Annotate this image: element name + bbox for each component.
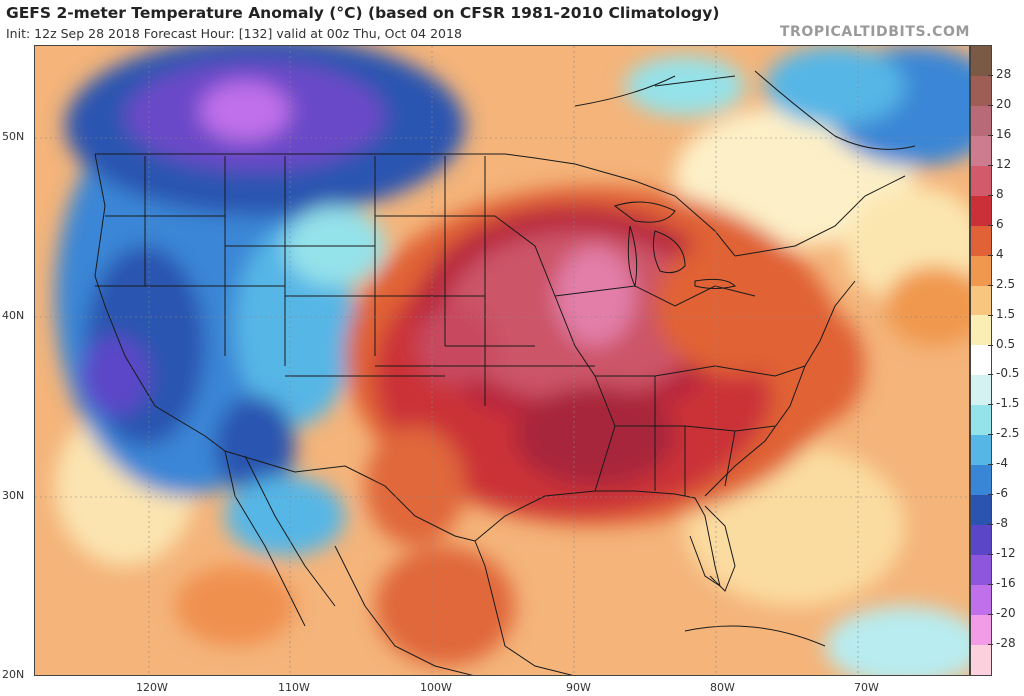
lon-label-70w: 70W	[854, 681, 879, 694]
lat-label-30n: 30N	[2, 489, 25, 502]
colorbar-segment	[971, 135, 991, 166]
lat-label-20n: 20N	[2, 668, 25, 681]
lon-label-120w: 120W	[136, 681, 168, 694]
colorbar-tick-label: -16	[996, 576, 1016, 591]
forecast-info: Init: 12z Sep 28 2018 Forecast Hour: [13…	[6, 26, 462, 41]
colorbar-tick-label: -12	[996, 546, 1016, 561]
lon-label-90w: 90W	[566, 681, 591, 694]
colorbar	[970, 45, 992, 676]
colorbar-segment	[971, 255, 991, 286]
lat-label-50n: 50N	[2, 130, 25, 143]
colorbar-segment	[971, 644, 991, 675]
colorbar-tick	[988, 254, 993, 256]
colorbar-segment	[971, 315, 991, 346]
colorbar-tick	[988, 314, 993, 316]
colorbar-segment	[971, 375, 991, 406]
colorbar-tick	[988, 524, 993, 526]
colorbar-tick-label: -1.5	[996, 396, 1020, 411]
temperature-anomaly-map	[34, 45, 970, 676]
colorbar-tick	[988, 164, 993, 166]
lon-label-110w: 110W	[278, 681, 310, 694]
colorbar-tick	[988, 224, 993, 226]
graticule	[35, 46, 969, 675]
colorbar-tick	[988, 644, 993, 646]
colorbar-segment	[971, 225, 991, 256]
colorbar-tick-label: 0.5	[996, 336, 1016, 351]
brand-watermark: TROPICALTIDBITS.COM	[779, 24, 970, 40]
colorbar-tick-label: 2.5	[996, 276, 1016, 291]
colorbar-segment	[971, 584, 991, 615]
colorbar-segment	[971, 405, 991, 436]
colorbar-tick-label: -28	[996, 636, 1016, 651]
map-canvas	[35, 46, 969, 675]
colorbar-segment	[971, 495, 991, 525]
colorbar-segment	[971, 46, 991, 76]
colorbar-tick-label: -6	[996, 486, 1008, 501]
colorbar-tick-label: -0.5	[996, 366, 1020, 381]
colorbar-tick	[988, 554, 993, 556]
political-boundaries	[94, 70, 916, 675]
colorbar-segment	[971, 614, 991, 645]
colorbar-tick	[988, 374, 993, 376]
colorbar-tick	[988, 284, 993, 286]
colorbar-tick	[988, 404, 993, 406]
colorbar-tick-label: -20	[996, 606, 1016, 621]
colorbar-segment	[971, 285, 991, 316]
colorbar-segment	[971, 105, 991, 136]
colorbar-tick-label: 1.5	[996, 306, 1016, 321]
colorbar-tick	[988, 74, 993, 76]
lon-label-100w: 100W	[420, 681, 452, 694]
colorbar-tick	[988, 494, 993, 496]
colorbar-segment	[971, 165, 991, 196]
colorbar-tick-label: 12	[996, 156, 1012, 171]
map-title: GEFS 2-meter Temperature Anomaly (°C) (b…	[6, 4, 720, 22]
colorbar-tick	[988, 434, 993, 436]
colorbar-tick-label: 4	[996, 246, 1004, 261]
colorbar-segment	[971, 525, 991, 555]
colorbar-tick	[988, 584, 993, 586]
colorbar-tick	[988, 194, 993, 196]
colorbar-tick-label: -4	[996, 456, 1008, 471]
colorbar-tick-label: 20	[996, 96, 1012, 111]
colorbar-tick	[988, 614, 993, 616]
colorbar-segment	[971, 465, 991, 496]
colorbar-tick-label: -2.5	[996, 426, 1020, 441]
colorbar-tick-label: 28	[996, 66, 1012, 81]
colorbar-tick-label: 6	[996, 216, 1004, 231]
colorbar-tick	[988, 104, 993, 106]
colorbar-tick-label: 8	[996, 186, 1004, 201]
colorbar-tick	[988, 464, 993, 466]
lat-label-40n: 40N	[2, 309, 25, 322]
colorbar-segment	[971, 75, 991, 106]
lon-label-80w: 80W	[710, 681, 735, 694]
colorbar-tick	[988, 134, 993, 136]
colorbar-segment	[971, 554, 991, 585]
colorbar-segment	[971, 195, 991, 226]
colorbar-tick-label: -8	[996, 516, 1008, 531]
colorbar-segment	[971, 435, 991, 466]
colorbar-tick	[988, 344, 993, 346]
colorbar-tick-label: 16	[996, 126, 1012, 141]
colorbar-segment	[971, 345, 991, 376]
